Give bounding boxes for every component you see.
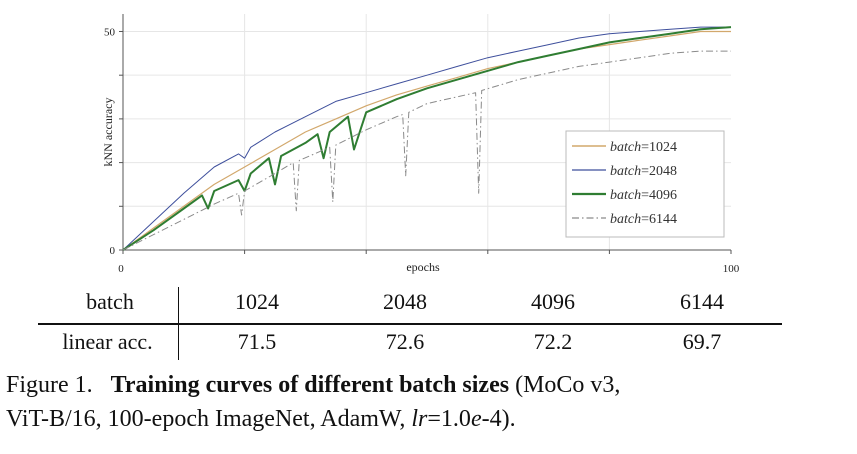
caption-label: Figure 1.	[6, 372, 93, 398]
caption-bold-title: Training curves of different batch sizes	[110, 372, 510, 398]
y-axis-title: kNN accuracy	[101, 98, 115, 167]
caption-line-1: Figure 1. Training curves of different b…	[6, 368, 846, 402]
series-line-batch-6144	[122, 50, 731, 251]
legend-entry-batch-4096: batch=4096	[610, 188, 677, 203]
caption-line2-text: ViT-B/16, 100-epoch ImageNet, AdamW,	[6, 406, 412, 432]
table-cell-batch-6144: 6144	[680, 289, 724, 314]
series-line-batch-2048	[122, 26, 731, 251]
x-tick-label-0: 0	[118, 263, 124, 275]
table-cell-batch-2048: 2048	[383, 289, 427, 314]
table-cell-acc-2048: 72.6	[385, 329, 425, 354]
x-tick-label-100: 100	[723, 263, 740, 275]
table-cell-acc-1024: 71.5	[237, 329, 277, 354]
caption-lr-exponent-e: e	[470, 406, 482, 432]
table-cell-batch-4096: 4096	[531, 289, 575, 314]
figure-caption: Figure 1. Training curves of different b…	[6, 368, 846, 436]
y-tick-label-50: 50	[104, 26, 116, 38]
table-horizontal-rule	[38, 323, 782, 325]
table-cell-acc-4096: 72.2	[533, 329, 573, 354]
chart-svg: 0 100 0 50 epochs kNN accuracy batch=1024 batch…	[101, 14, 740, 275]
table-cell-acc-6144: 69.7	[682, 329, 722, 354]
table-cell-batch-1024: 1024	[235, 289, 279, 314]
caption-lr-variable: lr	[411, 406, 428, 432]
series-line-batch-4096	[122, 26, 732, 251]
series-line-batch-1024	[122, 30, 731, 251]
caption-lr-equals: =1.0	[427, 406, 471, 432]
legend-entry-batch-1024: batch=1024	[610, 140, 677, 155]
caption-lr-end: -4).	[481, 406, 516, 432]
legend-entry-batch-6144: batch=6144	[610, 212, 677, 227]
y-tick-label-0: 0	[110, 245, 116, 257]
table-row-header-batch: batch	[86, 289, 134, 314]
legend-entry-batch-2048: batch=2048	[610, 164, 677, 179]
x-axis-title: epochs	[406, 260, 440, 274]
legend-box	[565, 130, 725, 238]
caption-line-2: ViT-B/16, 100-epoch ImageNet, AdamW, lr=…	[6, 402, 846, 436]
caption-line1-rest: (MoCo v3,	[509, 372, 621, 398]
knn-accuracy-chart: 0 100 0 50 epochs kNN accuracy batch=1024 batch…	[101, 14, 740, 275]
table-row-header-linear-acc: linear acc.	[62, 329, 153, 354]
